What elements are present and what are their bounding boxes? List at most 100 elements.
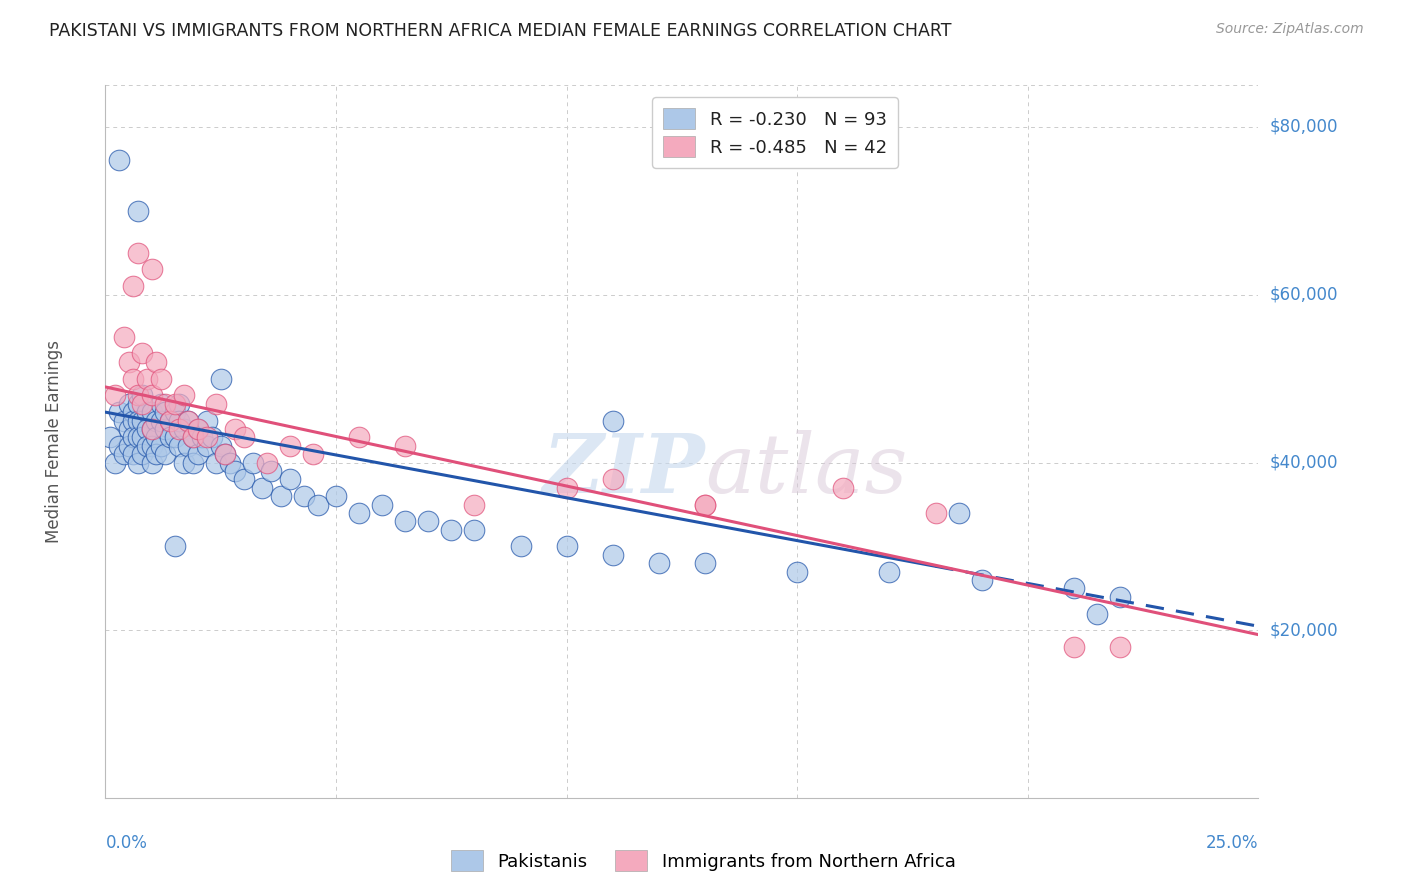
Point	[141, 405, 163, 419]
Point	[145, 355, 167, 369]
Point	[214, 447, 236, 461]
Point	[224, 464, 246, 478]
Text: 25.0%: 25.0%	[1206, 834, 1258, 852]
Point	[1109, 640, 1132, 655]
Point	[648, 556, 671, 570]
Point	[970, 573, 993, 587]
Point	[122, 430, 145, 444]
Point	[177, 439, 200, 453]
Legend: Pakistanis, Immigrants from Northern Africa: Pakistanis, Immigrants from Northern Afr…	[443, 843, 963, 879]
Point	[159, 413, 181, 427]
Point	[108, 153, 131, 168]
Point	[200, 430, 222, 444]
Point	[278, 472, 301, 486]
Point	[149, 413, 172, 427]
Text: Source: ZipAtlas.com: Source: ZipAtlas.com	[1216, 22, 1364, 37]
Text: $40,000: $40,000	[1270, 453, 1339, 472]
Text: atlas: atlas	[704, 430, 907, 510]
Point	[214, 447, 236, 461]
Point	[136, 439, 159, 453]
Point	[167, 397, 190, 411]
Point	[117, 397, 139, 411]
Point	[149, 371, 172, 385]
Point	[149, 397, 172, 411]
Point	[252, 481, 274, 495]
Point	[131, 413, 153, 427]
Point	[108, 439, 131, 453]
Point	[256, 456, 278, 470]
Point	[173, 422, 195, 436]
Point	[145, 430, 167, 444]
Point	[155, 447, 177, 461]
Point	[136, 371, 159, 385]
Point	[394, 514, 416, 528]
Point	[122, 413, 145, 427]
Point	[149, 439, 172, 453]
Point	[173, 388, 195, 402]
Point	[278, 439, 301, 453]
Point	[127, 388, 149, 402]
Point	[163, 540, 186, 554]
Point	[187, 422, 209, 436]
Point	[195, 413, 218, 427]
Point	[141, 422, 163, 436]
Point	[131, 388, 153, 402]
Point	[832, 481, 855, 495]
Point	[159, 413, 181, 427]
Point	[127, 203, 149, 218]
Point	[1063, 582, 1085, 596]
Point	[1063, 640, 1085, 655]
Point	[347, 430, 370, 444]
Point	[145, 413, 167, 427]
Point	[924, 506, 946, 520]
Point	[98, 430, 121, 444]
Point	[394, 439, 416, 453]
Point	[117, 439, 139, 453]
Point	[209, 371, 232, 385]
Point	[163, 430, 186, 444]
Point	[127, 245, 149, 260]
Point	[104, 456, 127, 470]
Point	[122, 447, 145, 461]
Point	[181, 456, 204, 470]
Point	[155, 405, 177, 419]
Text: ZIP: ZIP	[543, 430, 704, 510]
Point	[177, 413, 200, 427]
Point	[167, 439, 190, 453]
Point	[602, 548, 624, 562]
Text: PAKISTANI VS IMMIGRANTS FROM NORTHERN AFRICA MEDIAN FEMALE EARNINGS CORRELATION : PAKISTANI VS IMMIGRANTS FROM NORTHERN AF…	[49, 22, 952, 40]
Point	[786, 565, 808, 579]
Point	[555, 481, 578, 495]
Point	[232, 430, 254, 444]
Point	[693, 498, 716, 512]
Point	[117, 422, 139, 436]
Point	[463, 498, 485, 512]
Text: Median Female Earnings: Median Female Earnings	[45, 340, 63, 543]
Point	[108, 405, 131, 419]
Point	[141, 388, 163, 402]
Point	[122, 279, 145, 293]
Point	[602, 413, 624, 427]
Point	[127, 430, 149, 444]
Point	[232, 472, 254, 486]
Point	[131, 346, 153, 360]
Point	[418, 514, 440, 528]
Point	[1109, 590, 1132, 604]
Point	[104, 388, 127, 402]
Point	[187, 422, 209, 436]
Legend: R = -0.230   N = 93, R = -0.485   N = 42: R = -0.230 N = 93, R = -0.485 N = 42	[652, 97, 897, 168]
Point	[177, 413, 200, 427]
Point	[347, 506, 370, 520]
Point	[167, 413, 190, 427]
Point	[187, 447, 209, 461]
Point	[195, 430, 218, 444]
Point	[127, 456, 149, 470]
Point	[224, 422, 246, 436]
Point	[112, 329, 135, 343]
Point	[136, 405, 159, 419]
Point	[292, 489, 315, 503]
Point	[122, 405, 145, 419]
Point	[127, 413, 149, 427]
Point	[155, 397, 177, 411]
Point	[440, 523, 463, 537]
